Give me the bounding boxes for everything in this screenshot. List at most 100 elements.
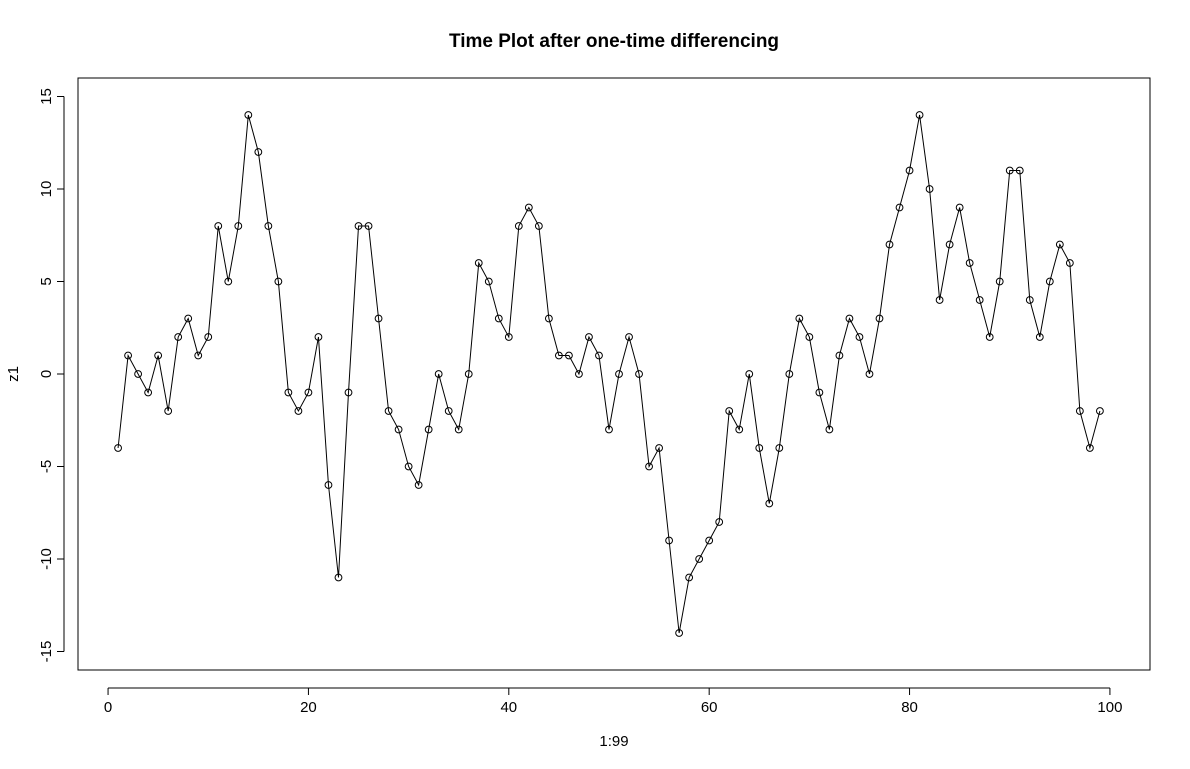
data-point [414, 481, 423, 489]
y-tick-label: -5 [38, 460, 55, 473]
x-tick-label: 0 [104, 699, 112, 716]
data-point [875, 314, 884, 323]
data-point [725, 407, 734, 415]
data-point [615, 370, 623, 378]
data-point [1085, 444, 1094, 452]
data-point [1055, 240, 1064, 249]
x-tick-label: 100 [1097, 699, 1122, 716]
y-tick-label: 5 [38, 277, 55, 285]
plot-frame [77, 77, 1151, 671]
data-point [314, 333, 323, 341]
data-point [454, 425, 463, 434]
data-point [925, 185, 934, 193]
data-point [695, 555, 704, 563]
data-point [665, 536, 674, 545]
data-point [865, 370, 874, 378]
data-point [975, 296, 984, 304]
data-point [534, 222, 543, 230]
data-point [805, 333, 814, 341]
data-point [464, 370, 473, 378]
data-point [504, 333, 513, 341]
data-point [845, 314, 854, 323]
data-point [474, 259, 483, 267]
data-point [1005, 166, 1014, 175]
series-line [117, 114, 1101, 634]
data-point [244, 111, 253, 119]
data-point [935, 296, 944, 304]
y-tick-label: -10 [38, 548, 55, 570]
data-point [544, 314, 553, 323]
data-point [354, 222, 363, 230]
data-point [1096, 407, 1104, 415]
data-point [274, 277, 283, 286]
data-point [825, 425, 834, 434]
data-point [995, 277, 1004, 286]
data-point [404, 462, 413, 471]
x-tick-label: 60 [701, 699, 718, 716]
data-point [204, 333, 213, 341]
y-axis-label: z1 [5, 366, 22, 382]
data-point [444, 407, 453, 415]
y-tick-label: -15 [38, 641, 55, 663]
data-point [1015, 166, 1024, 175]
data-point [224, 277, 233, 286]
x-tick-label: 40 [500, 699, 517, 716]
data-point [124, 351, 132, 360]
data-point [675, 629, 684, 637]
y-axis: -15 -10 -5 0 5 10 15 [38, 88, 65, 663]
data-point [745, 370, 754, 378]
data-point [1035, 333, 1044, 341]
data-point [1065, 259, 1074, 267]
data-point [234, 222, 243, 230]
data-point [955, 203, 964, 212]
data-point [885, 240, 894, 249]
data-point [264, 222, 273, 230]
x-tick-label: 20 [300, 699, 317, 716]
data-point [174, 333, 183, 341]
data-point [575, 370, 583, 378]
data-point [164, 407, 173, 415]
x-axis: 0 20 40 60 80 100 [104, 687, 1122, 716]
data-point [985, 333, 994, 341]
data-point [565, 351, 573, 360]
chart-title: Time Plot after one-time differencing [449, 31, 779, 52]
data-point [324, 481, 333, 489]
data-point [595, 351, 603, 360]
data-point [1075, 407, 1084, 415]
data-point [905, 166, 914, 175]
data-point [655, 444, 663, 452]
data-point [484, 277, 493, 286]
data-point [795, 314, 804, 323]
data-point [514, 222, 523, 230]
data-point [184, 314, 193, 323]
data-point [895, 203, 904, 212]
data-point [915, 111, 924, 119]
data-point [645, 462, 653, 471]
data-point [114, 444, 122, 452]
data-point [715, 518, 724, 526]
data-point [284, 388, 293, 397]
y-tick-label: 0 [38, 370, 55, 378]
data-point [374, 314, 383, 323]
data-point [334, 573, 343, 582]
data-point [434, 370, 443, 378]
y-tick-label: 10 [38, 181, 55, 198]
data-point [605, 425, 613, 434]
data-point [1045, 277, 1054, 286]
data-point [554, 351, 563, 360]
data-point [755, 444, 764, 452]
data-point [1025, 296, 1034, 304]
data-point [194, 351, 203, 360]
data-point [765, 499, 774, 508]
data-point [625, 333, 633, 341]
data-point [364, 222, 373, 230]
data-point [705, 536, 714, 545]
data-point [254, 148, 263, 156]
data-point [835, 351, 844, 360]
x-axis-label: 1:99 [599, 733, 628, 750]
data-point [384, 407, 393, 415]
data-point [685, 573, 694, 582]
data-point [585, 333, 593, 341]
data-point [855, 333, 864, 341]
